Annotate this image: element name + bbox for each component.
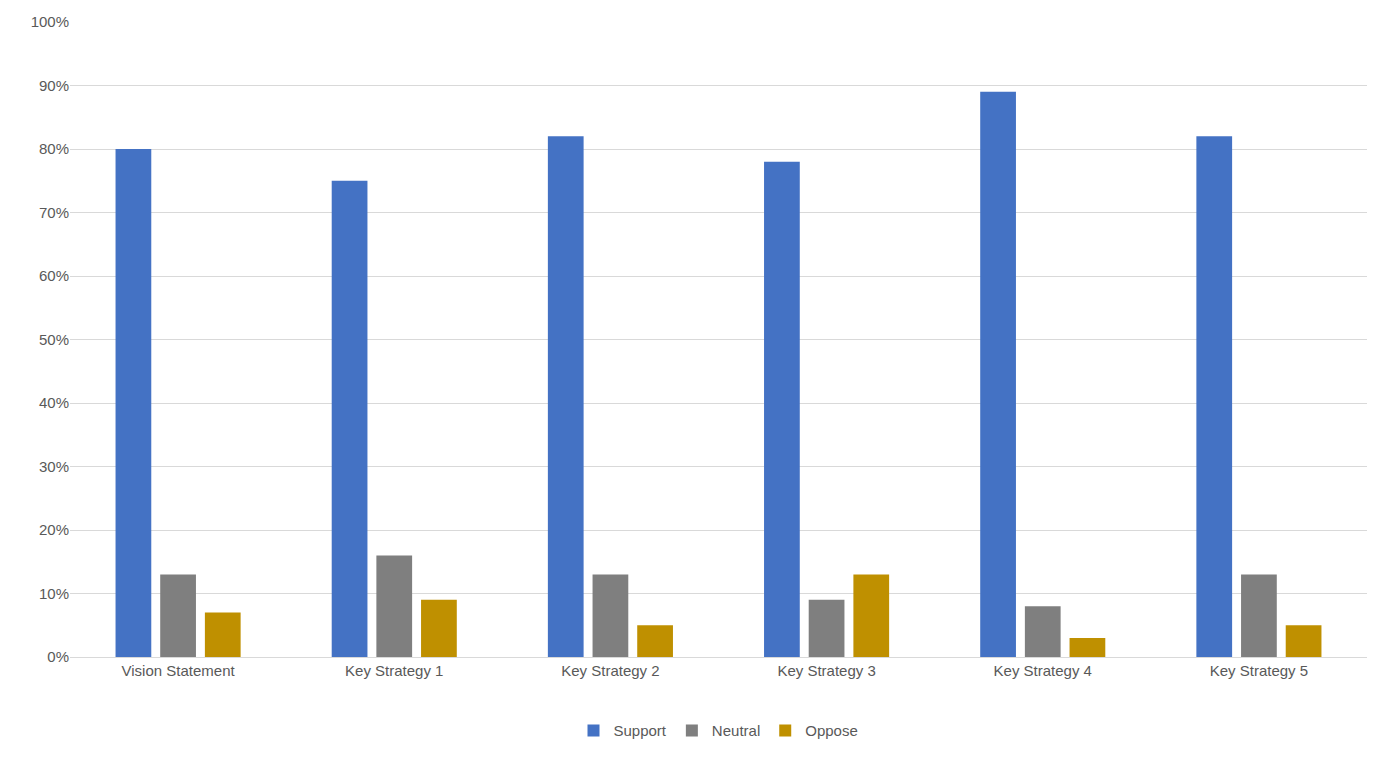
svg-text:60%: 60%: [39, 267, 69, 284]
svg-text:10%: 10%: [39, 585, 69, 602]
svg-text:30%: 30%: [39, 458, 69, 475]
svg-text:70%: 70%: [39, 204, 69, 221]
svg-text:0%: 0%: [47, 648, 69, 665]
svg-text:Neutral: Neutral: [712, 722, 760, 739]
svg-text:Key Strategy 5: Key Strategy 5: [1210, 662, 1308, 679]
svg-text:Support: Support: [614, 722, 667, 739]
svg-text:40%: 40%: [39, 394, 69, 411]
svg-text:Key Strategy 2: Key Strategy 2: [561, 662, 659, 679]
svg-text:Key Strategy 1: Key Strategy 1: [345, 662, 443, 679]
svg-text:90%: 90%: [39, 77, 69, 94]
svg-text:50%: 50%: [39, 331, 69, 348]
svg-text:Key Strategy 4: Key Strategy 4: [994, 662, 1092, 679]
svg-text:100%: 100%: [31, 13, 69, 30]
svg-text:Key Strategy 3: Key Strategy 3: [777, 662, 875, 679]
svg-text:20%: 20%: [39, 521, 69, 538]
svg-text:80%: 80%: [39, 140, 69, 157]
svg-text:Vision Statement: Vision Statement: [122, 662, 236, 679]
svg-text:Oppose: Oppose: [805, 722, 858, 739]
